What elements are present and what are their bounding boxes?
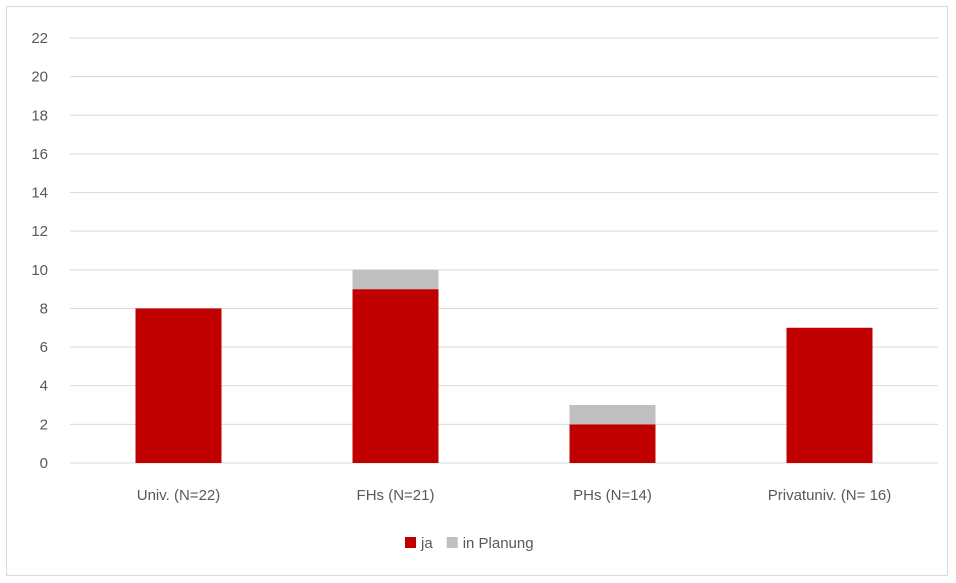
y-tick-label: 20 [31, 69, 48, 86]
legend-label: in Planung [463, 535, 534, 552]
x-category-label: Privatuniv. (N= 16) [768, 487, 892, 504]
y-axis-ticks: 0 2 4 6 8 10 12 14 16 18 20 22 [31, 30, 48, 472]
y-tick-label: 16 [31, 146, 48, 163]
bar-in-planung [569, 405, 656, 425]
x-category-label: FHs (N=21) [357, 487, 435, 504]
bar-ja [135, 308, 222, 463]
bar-in-planung [352, 269, 439, 290]
y-tick-label: 18 [31, 107, 48, 124]
bar-ja [569, 424, 656, 463]
legend-label: ja [420, 535, 433, 552]
legend: ja in Planung [405, 535, 534, 552]
y-tick-label: 6 [40, 339, 48, 356]
bars [135, 269, 873, 463]
y-tick-label: 12 [31, 223, 48, 240]
y-tick-label: 8 [40, 300, 48, 317]
bar-ja [352, 289, 439, 463]
x-category-label: PHs (N=14) [573, 487, 652, 504]
y-tick-label: 22 [31, 30, 48, 47]
x-axis-categories: Univ. (N=22) FHs (N=21) PHs (N=14) Privatun… [137, 487, 892, 504]
y-tick-label: 0 [40, 455, 48, 472]
y-tick-label: 14 [31, 185, 48, 202]
y-tick-label: 10 [31, 262, 48, 279]
legend-swatch [446, 537, 458, 548]
x-category-label: Univ. (N=22) [137, 487, 221, 504]
y-tick-label: 4 [40, 378, 48, 395]
chart-frame [6, 6, 948, 576]
y-tick-label: 2 [40, 416, 48, 433]
legend-swatch [405, 537, 416, 548]
bar-ja [786, 327, 873, 463]
